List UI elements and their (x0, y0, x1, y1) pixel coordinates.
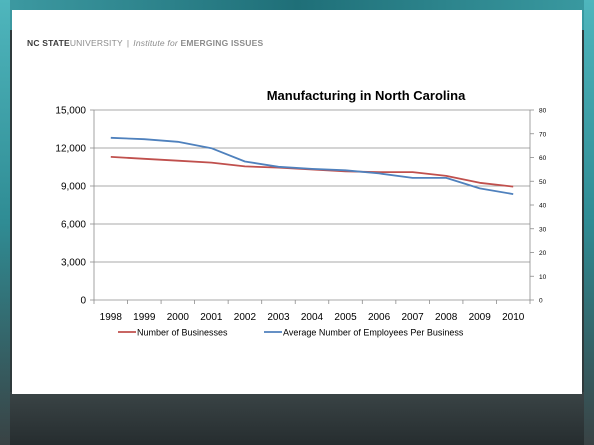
x-tick-label: 1999 (133, 312, 156, 323)
y-right-tick-label: 80 (539, 108, 547, 115)
x-tick-label: 2001 (200, 312, 223, 323)
y-right-tick-label: 40 (539, 203, 547, 210)
x-tick-label: 2002 (234, 312, 257, 323)
x-tick-label: 2008 (435, 312, 458, 323)
y-left-tick-label: 9,000 (61, 182, 86, 193)
x-tick-label: 2007 (401, 312, 424, 323)
legend-label-2: Average Number of Employees Per Business (283, 328, 464, 338)
gridlines (94, 109, 530, 263)
slide-frame-right (584, 0, 594, 445)
header-separator: | (126, 38, 130, 48)
x-tick-label: 2006 (368, 312, 391, 323)
y-right-tick-label: 0 (539, 298, 543, 305)
slide-header: NC STATEUNIVERSITY | Institute for EMERGIN… (27, 37, 263, 49)
header-brand-bold: NC STATE (27, 38, 70, 48)
series-lines (110, 136, 514, 195)
header-brand-light: UNIVERSITY (69, 38, 123, 48)
chart-title: Manufacturing in North Carolina (267, 88, 466, 103)
y-right-tick-label: 20 (539, 250, 547, 257)
y-left-tick-label: 15,000 (55, 106, 86, 117)
y-left-tick-label: 3,000 (61, 258, 86, 269)
slide-frame-left (0, 0, 10, 445)
header-institute-bold: EMERGING ISSUES (180, 38, 264, 48)
y-right-tick-label: 50 (539, 179, 547, 186)
x-tick-label: 2005 (334, 312, 357, 323)
y-right-tick-label: 30 (539, 226, 547, 233)
header-institute-italic: Institute for (133, 38, 178, 48)
y-right-tick-label: 70 (539, 131, 547, 138)
slide-canvas (12, 10, 582, 394)
x-tick-label: 1998 (100, 312, 123, 323)
legend: Number of Businesses Average Number of Em… (118, 328, 464, 338)
y-left-tick-label: 12,000 (55, 144, 86, 155)
slide-frame-bottom (0, 392, 594, 445)
axes: 0 3,000 6,000 9,000 12,000 15,000 0 10 20 30 40 50 6… (55, 106, 546, 324)
legend-label-1: Number of Businesses (137, 328, 228, 338)
y-right-tick-label: 60 (539, 155, 547, 162)
series-line-2 (110, 136, 514, 195)
series-line-1 (110, 156, 514, 188)
x-tick-label: 2010 (502, 312, 525, 323)
y-left-tick-label: 6,000 (61, 220, 86, 231)
y-left-tick-label: 0 (80, 296, 86, 307)
x-tick-label: 2004 (301, 312, 324, 323)
x-tick-label: 2000 (167, 312, 190, 323)
x-tick-label: 2009 (469, 312, 492, 323)
x-tick-label: 2003 (267, 312, 290, 323)
y-right-tick-label: 10 (539, 274, 547, 281)
